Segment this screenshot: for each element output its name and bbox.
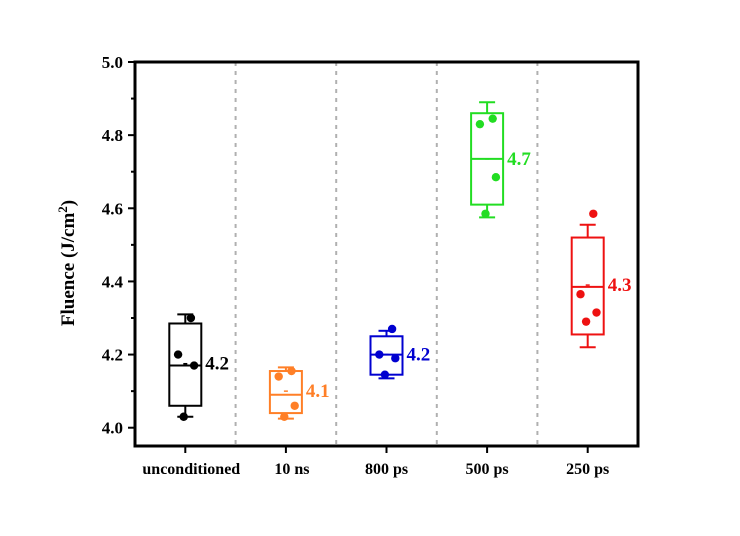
data-point [280, 412, 289, 421]
box-1: 4.2 [168, 313, 229, 421]
y-tick-label: 5.0 [102, 53, 123, 72]
data-label: 4.3 [608, 275, 632, 296]
data-point [488, 114, 497, 123]
axes: 4.0 4.2 4.4 4.6 4.8 5.0 unconditioned 10 ns 800 … [102, 53, 640, 478]
data-point [589, 209, 598, 218]
x-tick-label: 500 ps [466, 461, 509, 478]
data-point [189, 361, 199, 370]
data-point [375, 350, 384, 359]
data-label: 4.2 [407, 345, 431, 366]
data-point [173, 350, 183, 359]
data-point [290, 401, 299, 410]
data-point [581, 317, 591, 326]
grid-lines [234, 62, 539, 446]
y-tick-label: 4.6 [102, 199, 123, 218]
data-point [576, 290, 585, 299]
y-tick-label: 4.4 [102, 272, 124, 291]
data-point [274, 372, 283, 381]
data-point [491, 173, 501, 182]
x-tick-label: 800 ps [365, 461, 408, 478]
y-tick-label: 4.2 [102, 346, 123, 365]
data-point [391, 354, 400, 363]
data-point [387, 324, 397, 334]
y-tick-label: 4.8 [102, 126, 123, 145]
y-tick-label: 4.0 [102, 419, 123, 438]
x-tick-label: unconditioned [142, 461, 240, 478]
x-tick-label: 250 ps [566, 461, 609, 478]
data-label: 4.1 [306, 381, 330, 402]
data-point [592, 308, 601, 317]
y-axis-title: Fluence (J/cm2) [55, 200, 80, 326]
box-3: 4.2 [369, 324, 431, 380]
box-2: 4.1 [268, 366, 330, 421]
data-label: 4.2 [205, 354, 229, 375]
data-point [186, 313, 196, 323]
data-point [287, 366, 296, 376]
data-point [481, 209, 490, 218]
data-point [475, 119, 485, 129]
plot-frame [133, 60, 640, 448]
data-point [179, 412, 188, 421]
box-4: 4.7 [470, 101, 531, 219]
data-label: 4.7 [507, 149, 531, 170]
boxes: 4.2 4.1 4.2 4.7 4.3 [168, 101, 632, 421]
box-5: 4.3 [570, 209, 632, 349]
x-tick-label: 10 ns [274, 461, 309, 478]
data-point [380, 370, 390, 379]
